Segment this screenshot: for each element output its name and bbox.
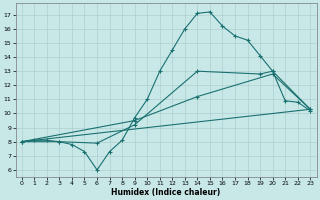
X-axis label: Humidex (Indice chaleur): Humidex (Indice chaleur) — [111, 188, 221, 197]
